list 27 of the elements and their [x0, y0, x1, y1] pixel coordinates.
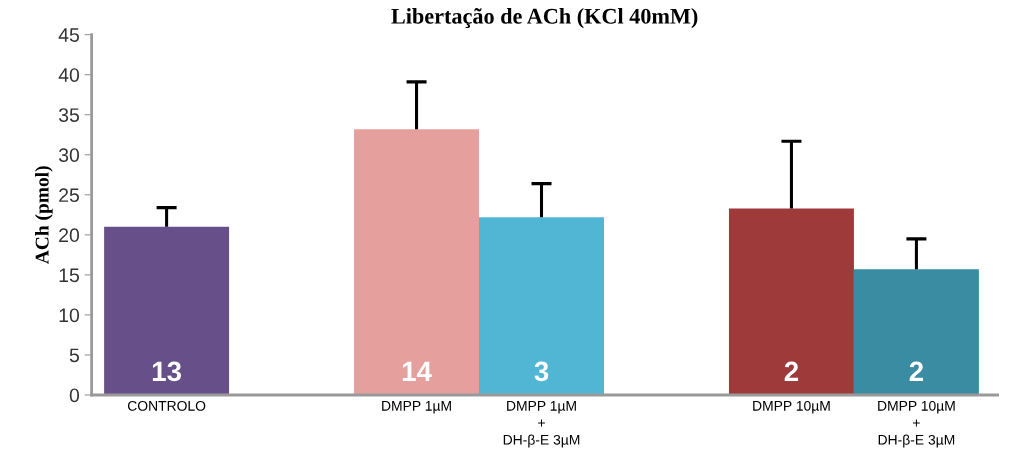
y-tick-label: 0	[69, 388, 80, 403]
annotation: 14	[402, 361, 432, 381]
x-tick-label: CONTROLO	[127, 400, 206, 411]
x-tick-label: DMPP 10µM + DH-β-E 3µM	[878, 400, 955, 448]
y-tick-label: 45	[58, 28, 79, 42]
annotation: 3	[534, 361, 549, 382]
bar	[479, 217, 604, 396]
x-tick-label: DMPP 1µM + DH-β-E 3µM	[503, 401, 580, 448]
y-tick-label: 10	[59, 308, 80, 323]
chart-title: Libertação de ACh (KCl 40mM)	[391, 8, 698, 29]
y-tick-label: 5	[69, 348, 79, 363]
y-tick-label: 35	[58, 108, 79, 122]
bar	[853, 269, 979, 396]
x-tick-label: DMPP 10µM	[753, 400, 830, 414]
y-axis-title: ACh (pmol)	[35, 166, 53, 265]
bar	[104, 226, 230, 396]
x-tick-label: DMPP 1µM	[382, 401, 451, 414]
bar	[354, 129, 480, 396]
annotation: 2	[909, 361, 924, 381]
y-tick-label: 15	[59, 268, 79, 283]
annotation: 13	[152, 361, 182, 382]
annotation: 2	[784, 361, 799, 381]
y-tick-label: 20	[59, 228, 80, 243]
y-tick-label: 30	[58, 148, 80, 163]
y-tick-label: 25	[59, 188, 79, 203]
y-tick-label: 40	[58, 68, 80, 82]
bar	[728, 208, 854, 396]
